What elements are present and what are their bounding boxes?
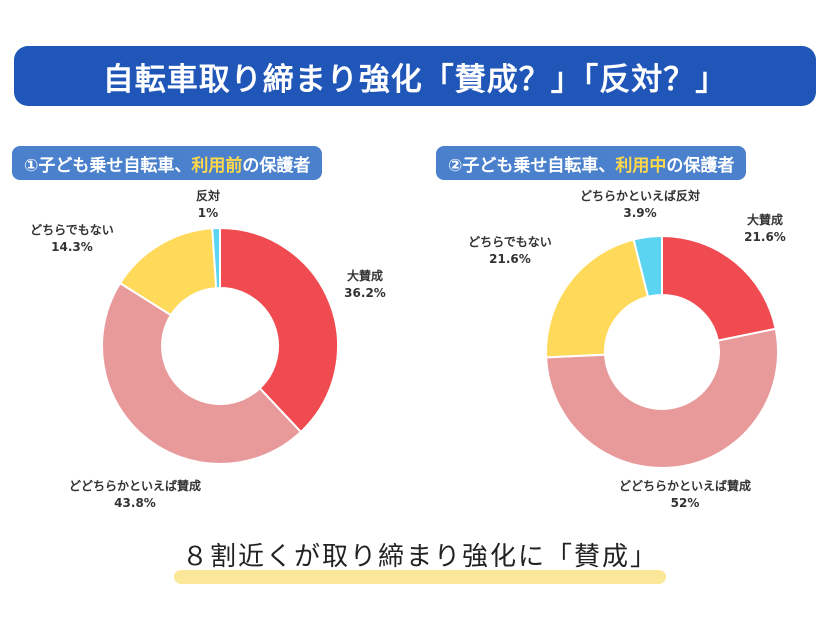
slice-label-value: 36.2% [344, 286, 386, 300]
slice-label-value: 43.8% [114, 496, 156, 510]
panel-label-right-highlight: 利用中 [615, 155, 667, 176]
conclusion: ８割近くが取り締まり強化に「賛成」 [173, 534, 666, 584]
slice-label-right-hantai: どちらかといえば反対 3.9% [580, 188, 700, 222]
donut-slice-left-dai-sansei [219, 226, 339, 434]
slice-label-left-dochirademonai: どちらでもない 14.3% [30, 222, 114, 256]
slice-label-name: どちらでもない [468, 235, 552, 249]
slice-label-name: どどちらかといえば賛成 [68, 479, 202, 493]
slice-label-name: 反対 [195, 189, 221, 203]
slice-label-left-hantai: 反対 1% [196, 188, 220, 222]
slice-label-right-dochirademonai: どちらでもない 21.6% [468, 234, 552, 268]
conclusion-underline [173, 570, 666, 584]
conclusion-text: ８割近くが取り締まり強化に「賛成」 [181, 542, 658, 572]
slice-label-value: 21.6% [489, 252, 531, 266]
slice-label-value: 3.9% [623, 206, 657, 220]
panel-label-left-highlight: 利用前 [191, 155, 243, 176]
donut-slice-right-hantai [632, 234, 663, 298]
title-banner: 自転車取り締まり強化「賛成？」「反対？」 [14, 46, 816, 106]
donut-slice-right-dochiraka-sansei [545, 327, 779, 469]
slice-label-value: 1% [197, 206, 219, 220]
slice-label-left-dochiraka-sansei: どどちらかといえば賛成 43.8% [69, 478, 201, 512]
panel-label-left-post: の保護者 [242, 155, 311, 176]
slice-label-value: 52% [670, 496, 700, 510]
donut-slice-right-dochirademonai [545, 238, 650, 359]
slice-label-name: どどちらかといえば賛成 [618, 479, 752, 493]
panel-label-right-pre: ②子ども乗せ自転車、 [448, 155, 616, 176]
donut-slice-right-dai-sansei [661, 234, 777, 342]
slice-label-right-dochiraka-sansei: どどちらかといえば賛成 52% [619, 478, 751, 512]
slice-label-name: どちらでもない [30, 223, 114, 237]
slice-label-name: 大賛成 [346, 269, 384, 283]
panel-label-right: ②子ども乗せ自転車、 利用中 の保護者 [436, 146, 747, 180]
conclusion-wrap: ８割近くが取り締まり強化に「賛成」 [0, 534, 840, 584]
panel-label-left: ①子ども乗せ自転車、 利用前 の保護者 [12, 146, 323, 180]
donut-slice-left-hantai [211, 226, 221, 290]
slice-label-name: 大賛成 [746, 213, 784, 227]
donut-slice-left-dochiraka-sansei [101, 281, 303, 465]
page-title: 自転車取り締まり強化「賛成？」「反対？」 [102, 61, 728, 98]
slice-label-value: 21.6% [744, 230, 786, 244]
panel-label-left-pre: ①子ども乗せ自転車、 [24, 155, 192, 176]
slice-label-right-dai-sansei: 大賛成 21.6% [744, 212, 786, 246]
panel-label-right-post: の保護者 [666, 155, 735, 176]
slice-label-name: どちらかといえば反対 [579, 189, 701, 203]
slice-label-value: 14.3% [51, 240, 93, 254]
slice-label-left-dai-sansei: 大賛成 36.2% [344, 268, 386, 302]
